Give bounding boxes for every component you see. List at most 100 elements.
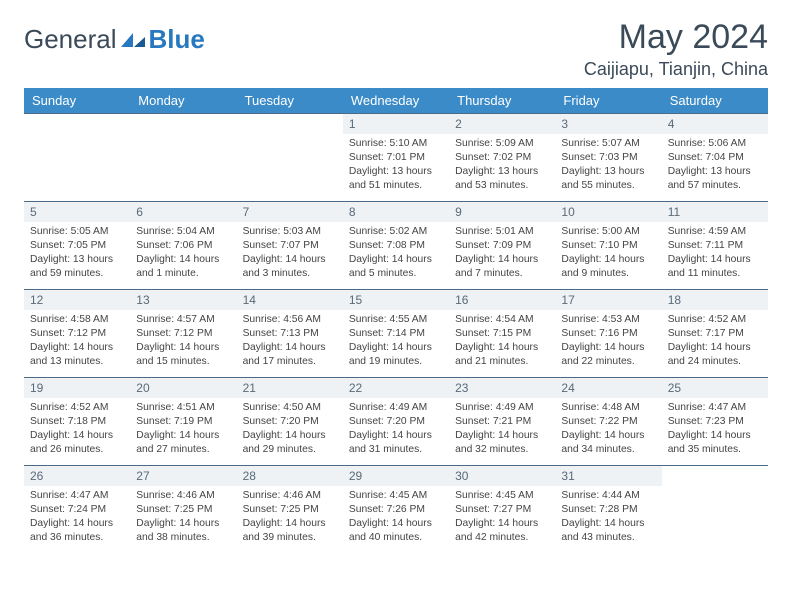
calendar-body: 1Sunrise: 5:10 AMSunset: 7:01 PMDaylight… (24, 114, 768, 554)
calendar-cell: 11Sunrise: 4:59 AMSunset: 7:11 PMDayligh… (662, 202, 768, 290)
calendar-cell: 8Sunrise: 5:02 AMSunset: 7:08 PMDaylight… (343, 202, 449, 290)
calendar-cell: 29Sunrise: 4:45 AMSunset: 7:26 PMDayligh… (343, 466, 449, 554)
day-number: 8 (343, 202, 449, 222)
calendar-cell: 13Sunrise: 4:57 AMSunset: 7:12 PMDayligh… (130, 290, 236, 378)
sunset-text: Sunset: 7:15 PM (455, 327, 549, 341)
calendar-cell: 10Sunrise: 5:00 AMSunset: 7:10 PMDayligh… (555, 202, 661, 290)
sunrise-text: Sunrise: 4:55 AM (349, 313, 443, 327)
day-number: 13 (130, 290, 236, 310)
calendar-row: 1Sunrise: 5:10 AMSunset: 7:01 PMDaylight… (24, 114, 768, 202)
calendar-row: 12Sunrise: 4:58 AMSunset: 7:12 PMDayligh… (24, 290, 768, 378)
daylight-text: Daylight: 14 hours and 38 minutes. (136, 517, 230, 545)
sunrise-text: Sunrise: 5:09 AM (455, 137, 549, 151)
calendar-table: SundayMondayTuesdayWednesdayThursdayFrid… (24, 88, 768, 554)
daylight-text: Daylight: 14 hours and 29 minutes. (243, 429, 337, 457)
month-title: May 2024 (584, 18, 768, 57)
sunrise-text: Sunrise: 4:56 AM (243, 313, 337, 327)
sunset-text: Sunset: 7:12 PM (30, 327, 124, 341)
calendar-cell: 18Sunrise: 4:52 AMSunset: 7:17 PMDayligh… (662, 290, 768, 378)
sunset-text: Sunset: 7:25 PM (136, 503, 230, 517)
sunset-text: Sunset: 7:02 PM (455, 151, 549, 165)
weekday-header: Thursday (449, 88, 555, 114)
day-number: 11 (662, 202, 768, 222)
day-number: 3 (555, 114, 661, 134)
sunrise-text: Sunrise: 4:45 AM (349, 489, 443, 503)
sunrise-text: Sunrise: 4:47 AM (30, 489, 124, 503)
sunset-text: Sunset: 7:28 PM (561, 503, 655, 517)
day-number: 18 (662, 290, 768, 310)
sunset-text: Sunset: 7:12 PM (136, 327, 230, 341)
calendar-cell: 31Sunrise: 4:44 AMSunset: 7:28 PMDayligh… (555, 466, 661, 554)
daylight-text: Daylight: 14 hours and 35 minutes. (668, 429, 762, 457)
day-number: 24 (555, 378, 661, 398)
day-number: 30 (449, 466, 555, 486)
daylight-text: Daylight: 13 hours and 55 minutes. (561, 165, 655, 193)
sunset-text: Sunset: 7:24 PM (30, 503, 124, 517)
calendar-cell: 3 Sunrise: 5:07 AMSunset: 7:03 PMDaylight… (555, 114, 661, 202)
day-number: 27 (130, 466, 236, 486)
sunset-text: Sunset: 7:21 PM (455, 415, 549, 429)
calendar-cell: 12Sunrise: 4:58 AMSunset: 7:12 PMDayligh… (24, 290, 130, 378)
sunset-text: Sunset: 7:18 PM (30, 415, 124, 429)
sunrise-text: Sunrise: 4:52 AM (668, 313, 762, 327)
calendar-cell: 7Sunrise: 5:03 AMSunset: 7:07 PMDaylight… (237, 202, 343, 290)
sunset-text: Sunset: 7:17 PM (668, 327, 762, 341)
weekday-header: Friday (555, 88, 661, 114)
sunset-text: Sunset: 7:03 PM (561, 151, 655, 165)
sunset-text: Sunset: 7:25 PM (243, 503, 337, 517)
sunrise-text: Sunrise: 5:05 AM (30, 225, 124, 239)
day-number: 4 (662, 114, 768, 134)
calendar-cell: 30Sunrise: 4:45 AMSunset: 7:27 PMDayligh… (449, 466, 555, 554)
page-header: General Blue May 2024 Caijiapu, Tianjin,… (24, 18, 768, 80)
daylight-text: Daylight: 14 hours and 42 minutes. (455, 517, 549, 545)
daylight-text: Daylight: 14 hours and 1 minute. (136, 253, 230, 281)
daylight-text: Daylight: 14 hours and 32 minutes. (455, 429, 549, 457)
calendar-row: 5Sunrise: 5:05 AMSunset: 7:05 PMDaylight… (24, 202, 768, 290)
daylight-text: Daylight: 14 hours and 7 minutes. (455, 253, 549, 281)
sunset-text: Sunset: 7:04 PM (668, 151, 762, 165)
weekday-header: Monday (130, 88, 236, 114)
day-number: 14 (237, 290, 343, 310)
sunrise-text: Sunrise: 4:46 AM (136, 489, 230, 503)
day-number: 15 (343, 290, 449, 310)
calendar-cell: 2Sunrise: 5:09 AMSunset: 7:02 PMDaylight… (449, 114, 555, 202)
calendar-cell: 17Sunrise: 4:53 AMSunset: 7:16 PMDayligh… (555, 290, 661, 378)
sunrise-text: Sunrise: 4:51 AM (136, 401, 230, 415)
sunset-text: Sunset: 7:20 PM (243, 415, 337, 429)
calendar-cell: 22Sunrise: 4:49 AMSunset: 7:20 PMDayligh… (343, 378, 449, 466)
daylight-text: Daylight: 14 hours and 13 minutes. (30, 341, 124, 369)
sunset-text: Sunset: 7:26 PM (349, 503, 443, 517)
day-number: 25 (662, 378, 768, 398)
daylight-text: Daylight: 14 hours and 21 minutes. (455, 341, 549, 369)
daylight-text: Daylight: 14 hours and 31 minutes. (349, 429, 443, 457)
weekday-header: Tuesday (237, 88, 343, 114)
sunrise-text: Sunrise: 4:59 AM (668, 225, 762, 239)
day-number: 20 (130, 378, 236, 398)
day-number: 23 (449, 378, 555, 398)
sunset-text: Sunset: 7:01 PM (349, 151, 443, 165)
sunrise-text: Sunrise: 4:48 AM (561, 401, 655, 415)
daylight-text: Daylight: 14 hours and 36 minutes. (30, 517, 124, 545)
sunrise-text: Sunrise: 4:57 AM (136, 313, 230, 327)
calendar-cell: 20Sunrise: 4:51 AMSunset: 7:19 PMDayligh… (130, 378, 236, 466)
calendar-cell: 21Sunrise: 4:50 AMSunset: 7:20 PMDayligh… (237, 378, 343, 466)
daylight-text: Daylight: 14 hours and 26 minutes. (30, 429, 124, 457)
sunrise-text: Sunrise: 5:00 AM (561, 225, 655, 239)
logo: General Blue (24, 18, 205, 55)
calendar-cell: 5Sunrise: 5:05 AMSunset: 7:05 PMDaylight… (24, 202, 130, 290)
daylight-text: Daylight: 14 hours and 39 minutes. (243, 517, 337, 545)
day-number: 17 (555, 290, 661, 310)
calendar-cell (662, 466, 768, 554)
sunset-text: Sunset: 7:19 PM (136, 415, 230, 429)
daylight-text: Daylight: 14 hours and 3 minutes. (243, 253, 337, 281)
sunset-text: Sunset: 7:20 PM (349, 415, 443, 429)
day-number: 2 (449, 114, 555, 134)
sunrise-text: Sunrise: 5:07 AM (561, 137, 655, 151)
logo-text-2: Blue (149, 24, 205, 55)
weekday-header: Saturday (662, 88, 768, 114)
sunrise-text: Sunrise: 4:53 AM (561, 313, 655, 327)
sunset-text: Sunset: 7:07 PM (243, 239, 337, 253)
day-number: 31 (555, 466, 661, 486)
calendar-row: 26Sunrise: 4:47 AMSunset: 7:24 PMDayligh… (24, 466, 768, 554)
sunrise-text: Sunrise: 5:01 AM (455, 225, 549, 239)
